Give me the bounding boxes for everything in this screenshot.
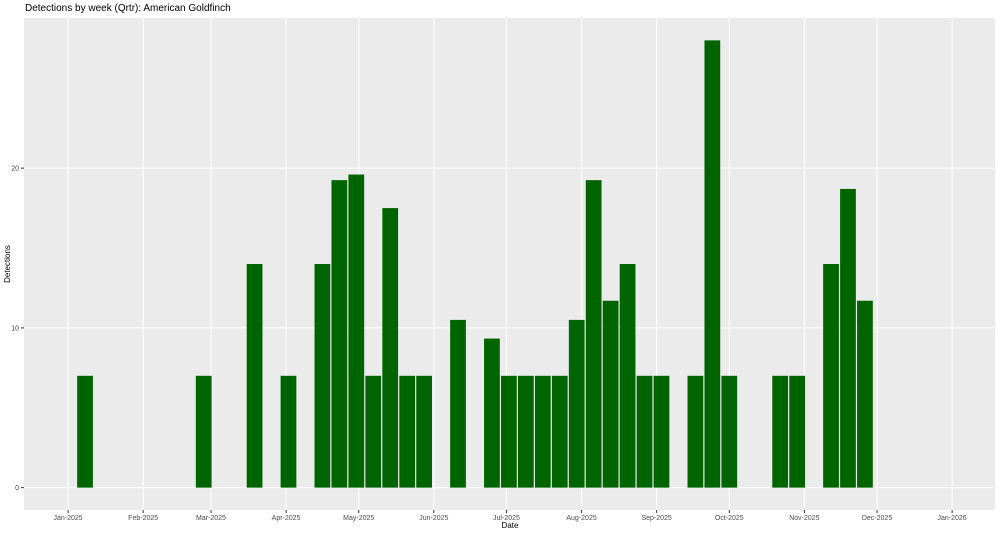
bar xyxy=(77,375,93,488)
bar xyxy=(704,40,721,488)
bar xyxy=(789,375,805,488)
x-tick-label: Mar-2025 xyxy=(196,515,226,522)
bar xyxy=(195,375,212,488)
bar xyxy=(314,264,331,488)
x-tick-label: Nov-2025 xyxy=(789,515,819,522)
bar xyxy=(721,375,738,488)
y-tick-label: 10 xyxy=(11,325,19,332)
x-tick-label: Jan-2025 xyxy=(53,515,82,522)
x-tick-label: Jan-2026 xyxy=(938,515,967,522)
bar xyxy=(585,180,602,488)
x-tick-label: Sep-2025 xyxy=(641,515,671,522)
bar xyxy=(772,375,789,488)
x-axis-label: Date xyxy=(502,521,519,530)
bar xyxy=(568,319,585,488)
bar xyxy=(857,300,873,488)
x-tick-label: Feb-2025 xyxy=(128,515,158,522)
x-tick-label: Jun-2025 xyxy=(419,515,448,522)
bar xyxy=(348,174,365,488)
bar xyxy=(653,375,670,488)
bar xyxy=(517,375,534,488)
chart-title: Detections by week (Qrtr): American Gold… xyxy=(25,3,231,14)
bar xyxy=(416,375,432,488)
bar xyxy=(551,375,568,488)
bar xyxy=(687,375,704,488)
bar xyxy=(534,375,551,488)
bar xyxy=(840,188,856,488)
y-axis-label: Detections xyxy=(3,245,12,283)
y-tick-label: 0 xyxy=(15,485,19,492)
bar xyxy=(246,264,263,488)
x-tick-label: Jul-2025 xyxy=(493,515,520,522)
bar xyxy=(280,375,297,488)
bar xyxy=(823,264,839,488)
x-tick-label: Apr-2025 xyxy=(272,515,301,522)
bar xyxy=(636,375,653,488)
bar xyxy=(501,375,517,488)
bar xyxy=(382,208,399,488)
y-tick-label: 20 xyxy=(11,166,19,173)
x-tick-label: May-2025 xyxy=(343,515,374,522)
bar xyxy=(450,319,466,488)
bar xyxy=(619,264,636,488)
bar xyxy=(331,180,348,488)
x-tick-label: Oct-2025 xyxy=(715,515,744,522)
x-tick-label: Dec-2025 xyxy=(862,515,892,522)
bar xyxy=(484,338,500,488)
bar xyxy=(602,300,619,488)
x-tick-label: Aug-2025 xyxy=(566,515,596,522)
bar xyxy=(399,375,416,488)
bar xyxy=(365,375,382,488)
